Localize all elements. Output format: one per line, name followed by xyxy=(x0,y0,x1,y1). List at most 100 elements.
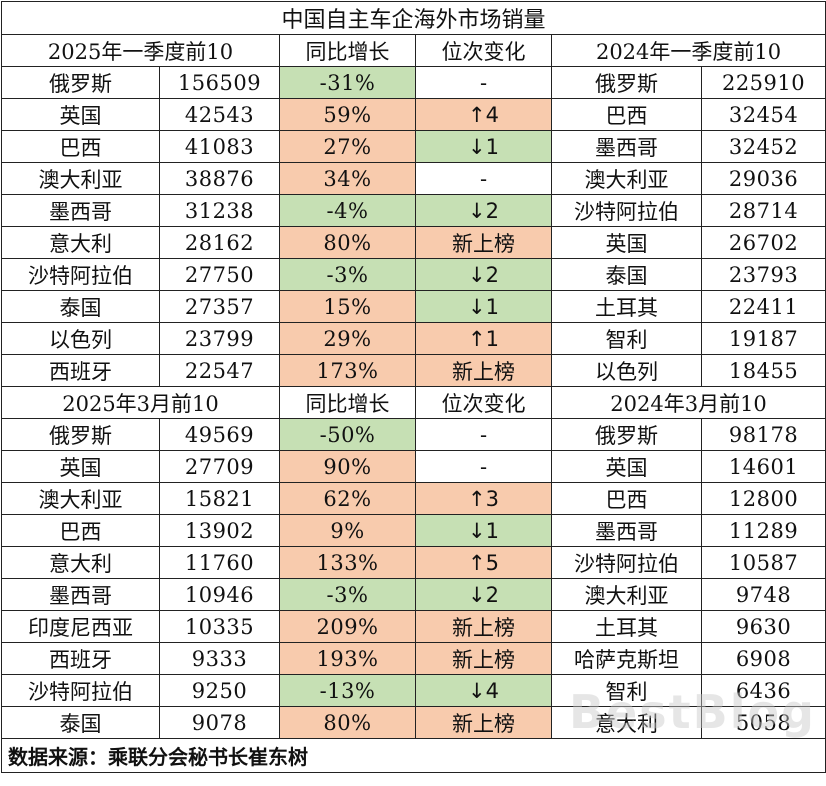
country-2025-cell: 泰国 xyxy=(1,290,160,323)
rank-change-cell: ↑5 xyxy=(415,546,552,579)
yoy-growth-cell: 62% xyxy=(279,482,416,515)
country-2025-cell: 巴西 xyxy=(1,130,160,163)
sales-2025-cell: 10946 xyxy=(159,578,280,611)
country-2024-cell: 意大利 xyxy=(551,706,702,739)
country-2025-cell: 沙特阿拉伯 xyxy=(1,258,160,291)
country-2025-cell: 泰国 xyxy=(1,706,160,739)
table-row: 西班牙 22547 173% 新上榜 以色列 18455 xyxy=(1,354,826,387)
country-2025-cell: 澳大利亚 xyxy=(1,162,160,195)
rank-change-cell: ↓1 xyxy=(415,290,552,323)
sales-2024-cell: 26702 xyxy=(700,226,826,259)
table-row: 巴西 41083 27% ↓1 墨西哥 32452 xyxy=(1,130,826,163)
country-2025-cell: 俄罗斯 xyxy=(1,418,160,451)
rank-change-cell: ↓2 xyxy=(415,578,552,611)
sales-2024-cell: 6436 xyxy=(700,674,826,707)
yoy-growth-cell: 34% xyxy=(279,162,416,195)
country-2025-cell: 澳大利亚 xyxy=(1,482,160,515)
sales-2024-cell: 32452 xyxy=(700,130,826,163)
country-2024-cell: 智利 xyxy=(551,674,702,707)
rank-change-cell: ↑4 xyxy=(415,98,552,131)
rank-change-cell: ↑3 xyxy=(415,482,552,515)
country-2025-cell: 俄罗斯 xyxy=(1,66,160,99)
yoy-growth-cell: 133% xyxy=(279,546,416,579)
yoy-growth-cell: 80% xyxy=(279,226,416,259)
sales-2024-cell: 6908 xyxy=(700,642,826,675)
country-2025-cell: 英国 xyxy=(1,450,160,483)
sales-2024-cell: 11289 xyxy=(700,514,826,547)
rank-change-cell: - xyxy=(415,418,552,451)
sales-2024-cell: 23793 xyxy=(700,258,826,291)
sales-2025-cell: 15821 xyxy=(159,482,280,515)
country-2025-cell: 西班牙 xyxy=(1,354,160,387)
country-2025-cell: 英国 xyxy=(1,98,160,131)
yoy-growth-cell: 173% xyxy=(279,354,416,387)
table-row: 英国 42543 59% ↑4 巴西 32454 xyxy=(1,98,826,131)
sales-2024-cell: 225910 xyxy=(700,66,826,99)
table-row: 泰国 9078 80% 新上榜 意大利 5058 xyxy=(1,706,826,739)
table-row: 巴西 13902 9% ↓1 墨西哥 11289 xyxy=(1,514,826,547)
country-2024-cell: 土耳其 xyxy=(551,610,702,643)
country-2025-cell: 墨西哥 xyxy=(1,194,160,227)
sales-2025-cell: 49569 xyxy=(159,418,280,451)
sales-2024-cell: 98178 xyxy=(700,418,826,451)
country-2024-cell: 沙特阿拉伯 xyxy=(551,194,702,227)
sales-2024-cell: 12800 xyxy=(700,482,826,515)
q1-header-rank-change: 位次变化 xyxy=(415,34,552,67)
yoy-growth-cell: 193% xyxy=(279,642,416,675)
data-source-note: 数据来源：乘联分会秘书长崔东树 xyxy=(0,738,826,773)
country-2025-cell: 西班牙 xyxy=(1,642,160,675)
country-2025-cell: 以色列 xyxy=(1,322,160,355)
rank-change-cell: - xyxy=(415,450,552,483)
rank-change-cell: ↓2 xyxy=(415,194,552,227)
sales-2024-cell: 28714 xyxy=(700,194,826,227)
table-row: 沙特阿拉伯 27750 -3% ↓2 泰国 23793 xyxy=(1,258,826,291)
country-2024-cell: 巴西 xyxy=(551,482,702,515)
yoy-growth-cell: 59% xyxy=(279,98,416,131)
march-header-row: 2025年3月前10 同比增长 位次变化 2024年3月前10 xyxy=(1,386,826,419)
source-row: 数据来源：乘联分会秘书长崔东树 xyxy=(0,738,826,773)
sales-2025-cell: 22547 xyxy=(159,354,280,387)
sales-2024-cell: 10587 xyxy=(700,546,826,579)
sales-2025-cell: 27750 xyxy=(159,258,280,291)
country-2025-cell: 墨西哥 xyxy=(1,578,160,611)
country-2025-cell: 意大利 xyxy=(1,226,160,259)
rank-change-cell: 新上榜 xyxy=(415,642,552,675)
table-title: 中国自主车企海外市场销量 xyxy=(0,1,826,35)
country-2024-cell: 俄罗斯 xyxy=(551,66,702,99)
sales-2024-cell: 22411 xyxy=(700,290,826,323)
yoy-growth-cell: 209% xyxy=(279,610,416,643)
rank-change-cell: - xyxy=(415,162,552,195)
sales-2025-cell: 9333 xyxy=(159,642,280,675)
table-row: 英国 27709 90% - 英国 14601 xyxy=(1,450,826,483)
table-row: 墨西哥 10946 -3% ↓2 澳大利亚 9748 xyxy=(1,578,826,611)
rank-change-cell: ↑1 xyxy=(415,322,552,355)
country-2024-cell: 俄罗斯 xyxy=(551,418,702,451)
sales-2025-cell: 38876 xyxy=(159,162,280,195)
sales-2025-cell: 9078 xyxy=(159,706,280,739)
table-row: 澳大利亚 38876 34% - 澳大利亚 29036 xyxy=(1,162,826,195)
sales-2025-cell: 10335 xyxy=(159,610,280,643)
rank-change-cell: - xyxy=(415,66,552,99)
country-2025-cell: 意大利 xyxy=(1,546,160,579)
table-row: 以色列 23799 29% ↑1 智利 19187 xyxy=(1,322,826,355)
country-2024-cell: 巴西 xyxy=(551,98,702,131)
march-header-2025: 2025年3月前10 xyxy=(1,386,280,419)
sales-2025-cell: 28162 xyxy=(159,226,280,259)
rank-change-cell: 新上榜 xyxy=(415,610,552,643)
sales-2024-cell: 18455 xyxy=(700,354,826,387)
country-2024-cell: 英国 xyxy=(551,226,702,259)
yoy-growth-cell: 15% xyxy=(279,290,416,323)
table-row: 意大利 11760 133% ↑5 沙特阿拉伯 10587 xyxy=(1,546,826,579)
q1-header-2024: 2024年一季度前10 xyxy=(550,34,826,67)
rank-change-cell: ↓1 xyxy=(415,514,552,547)
yoy-growth-cell: 29% xyxy=(279,322,416,355)
country-2024-cell: 澳大利亚 xyxy=(551,162,702,195)
rank-change-cell: ↓4 xyxy=(415,674,552,707)
table-row: 意大利 28162 80% 新上榜 英国 26702 xyxy=(1,226,826,259)
sales-2025-cell: 27357 xyxy=(159,290,280,323)
table-row: 墨西哥 31238 -4% ↓2 沙特阿拉伯 28714 xyxy=(1,194,826,227)
country-2024-cell: 以色列 xyxy=(551,354,702,387)
country-2024-cell: 英国 xyxy=(551,450,702,483)
